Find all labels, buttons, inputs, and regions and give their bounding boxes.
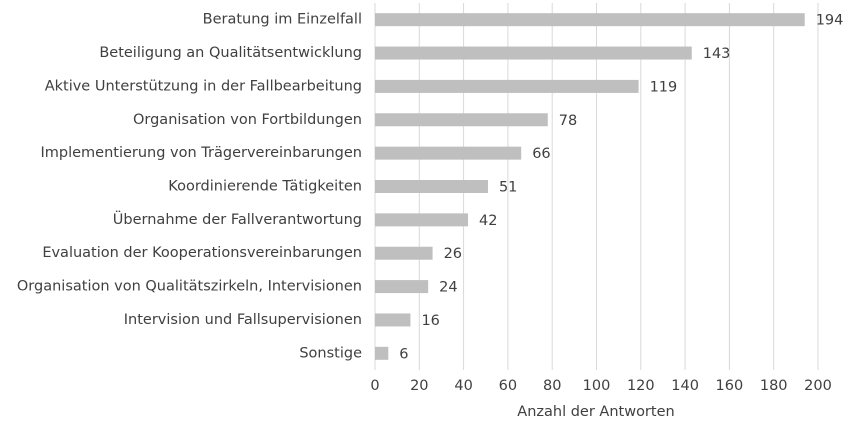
x-tick-label: 20: [410, 378, 428, 394]
bar: [375, 346, 389, 360]
y-tick-label: Sonstige: [299, 345, 362, 361]
bar: [375, 213, 469, 227]
bar: [375, 246, 433, 260]
y-tick-label: Übernahme der Fallverantwortung: [113, 210, 362, 228]
y-tick-label: Koordinierende Tätigkeiten: [168, 179, 362, 195]
y-tick-label: Aktive Unterstützung in der Fallbearbeit…: [45, 78, 362, 94]
x-tick-label: 120: [627, 378, 655, 394]
y-tick-label: Organisation von Fortbildungen: [133, 112, 362, 128]
y-tick-label: Beratung im Einzelfall: [203, 12, 362, 28]
data-label: 24: [439, 280, 457, 296]
bar: [375, 313, 411, 327]
data-label: 78: [559, 113, 577, 129]
x-tick-label: 60: [499, 378, 517, 394]
x-tick-label: 180: [760, 378, 788, 394]
data-label: 16: [421, 313, 439, 329]
y-tick-label: Intervision und Fallsupervisionen: [124, 312, 362, 328]
bar: [375, 79, 639, 93]
x-tick-label: 0: [370, 378, 379, 394]
x-axis-title: Anzahl der Antworten: [517, 404, 674, 420]
data-label: 26: [444, 246, 462, 262]
bar: [375, 280, 429, 294]
x-tick-label: 40: [454, 378, 472, 394]
bar: [375, 113, 548, 127]
data-label: 194: [816, 13, 844, 29]
bar: [375, 146, 522, 160]
bar: [375, 46, 692, 60]
y-tick-label: Evaluation der Kooperationsvereinbarunge…: [42, 245, 362, 261]
data-label: 143: [703, 46, 731, 62]
data-label: 66: [532, 146, 550, 162]
x-tick-label: 140: [671, 378, 699, 394]
bar: [375, 180, 488, 193]
x-tick-label: 160: [716, 378, 744, 394]
y-tick-label: Beteiligung an Qualitätsentwicklung: [99, 45, 362, 61]
x-tick-label: 80: [543, 378, 561, 394]
data-label: 51: [499, 180, 517, 196]
data-label: 42: [479, 213, 497, 229]
bar: [375, 13, 805, 27]
y-tick-label: Implementierung von Trägervereinbarungen: [40, 145, 362, 161]
y-tick-label: Organisation von Qualitätszirkeln, Inter…: [17, 279, 362, 295]
data-label: 119: [650, 79, 678, 95]
x-tick-label: 100: [583, 378, 611, 394]
x-tick-label: 200: [804, 378, 832, 394]
data-label: 6: [399, 346, 408, 362]
